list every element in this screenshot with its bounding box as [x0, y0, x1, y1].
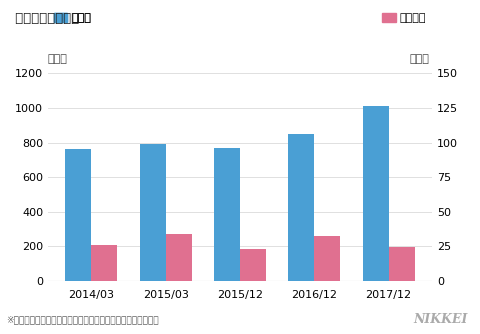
Bar	[388, 247, 415, 281]
Bar	[362, 106, 388, 281]
Bar	[92, 245, 118, 281]
Text: ※損益計算書ベースの数値とは合計が異なる場合があります。: ※損益計算書ベースの数値とは合計が異なる場合があります。	[6, 315, 158, 324]
Legend: 売上高: 売上高	[54, 13, 91, 23]
Legend: 当期利益: 当期利益	[382, 13, 426, 23]
Bar	[240, 249, 266, 281]
Bar	[140, 144, 166, 281]
Text: 売上高・当期利益: 売上高・当期利益	[6, 12, 80, 25]
Text: 十億円: 十億円	[48, 54, 68, 64]
Bar	[166, 233, 192, 281]
Text: 十億円: 十億円	[410, 54, 430, 64]
Bar	[314, 236, 340, 281]
Text: NIKKEI: NIKKEI	[414, 313, 468, 326]
Bar	[288, 134, 314, 281]
Bar	[214, 148, 240, 281]
Bar	[65, 149, 92, 281]
